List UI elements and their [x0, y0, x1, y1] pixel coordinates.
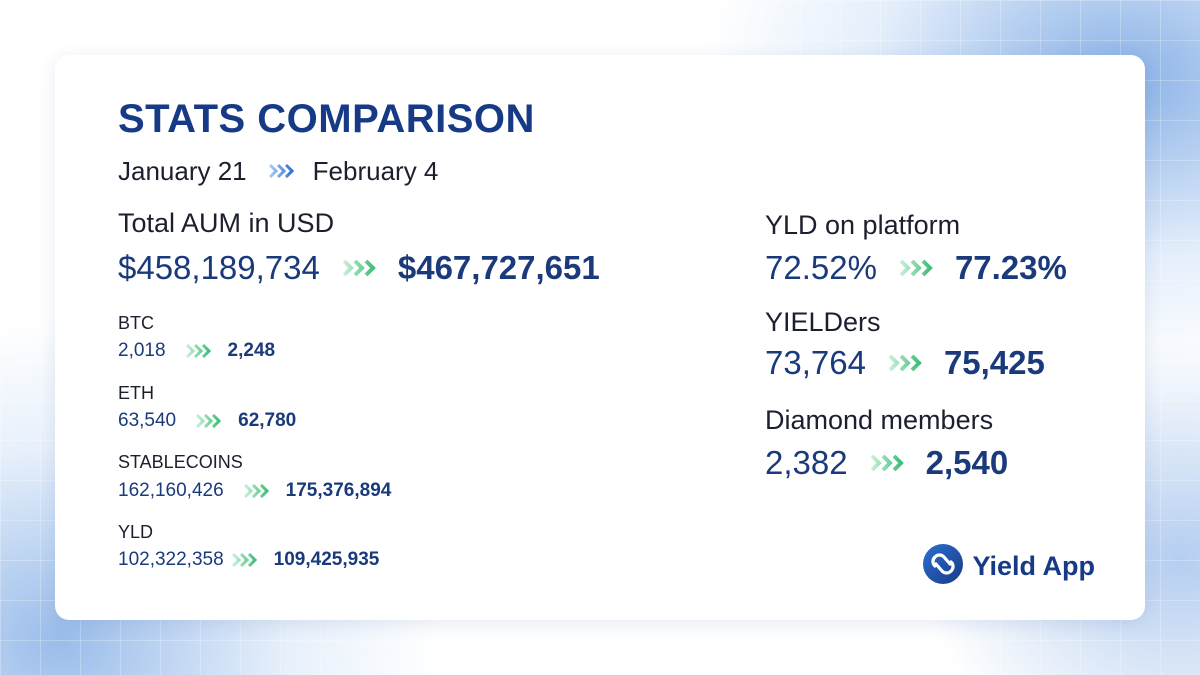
aum-row: $458,189,734 $467,727,651: [118, 247, 600, 289]
asset-to-value: 109,425,935: [273, 549, 380, 570]
stat-to-value: 2,540: [925, 444, 1009, 481]
stat-from-value: 72.52%: [765, 249, 877, 286]
asset-from-value: 102,322,358: [118, 549, 224, 570]
triple-chevron-right-icon: [342, 259, 378, 277]
triple-chevron-right-icon: [899, 259, 935, 277]
triple-chevron-right-icon: [185, 344, 212, 358]
page-title: STATS COMPARISON: [118, 97, 535, 141]
stat-to-value: 77.23%: [954, 249, 1067, 286]
stat-to-value: 75,425: [943, 344, 1045, 381]
aum-to-value: $467,727,651: [397, 249, 600, 286]
aum-label: Total AUM in USD: [118, 208, 335, 238]
stat-row-diamond-members: 2,382 2,540: [765, 442, 1008, 484]
brand-name: Yield App: [972, 551, 1095, 581]
asset-row-stablecoins: 162,160,426 175,376,894: [118, 478, 391, 504]
stat-from-value: 2,382: [765, 444, 848, 481]
stat-row-yielders: 73,764 75,425: [765, 342, 1045, 384]
asset-from-value: 2,018: [118, 340, 166, 361]
brand-logo: Yield App: [922, 543, 1095, 590]
stat-from-value: 73,764: [765, 344, 866, 381]
triple-chevron-right-icon: [268, 164, 295, 178]
triple-chevron-right-icon: [231, 553, 258, 567]
stat-label-yielders: YIELDers: [765, 307, 881, 337]
asset-from-value: 63,540: [118, 410, 177, 431]
yield-app-logo-icon: [922, 543, 964, 590]
asset-from-value: 162,160,426: [118, 480, 224, 501]
asset-to-value: 2,248: [227, 340, 276, 361]
asset-label-eth: ETH: [118, 383, 154, 403]
asset-to-value: 62,780: [238, 410, 297, 431]
stats-card: STATS COMPARISON January 21 February 4 T…: [55, 55, 1145, 620]
triple-chevron-right-icon: [196, 414, 222, 428]
asset-label-stablecoins: STABLECOINS: [118, 452, 243, 472]
aum-from-value: $458,189,734: [118, 249, 320, 286]
stat-label-diamond-members: Diamond members: [765, 405, 994, 435]
triple-chevron-right-icon: [870, 454, 906, 472]
date-from: January 21: [118, 155, 247, 186]
asset-row-yld: 102,322,358 109,425,935: [118, 547, 379, 573]
asset-row-btc: 2,018 2,248: [118, 338, 275, 364]
asset-label-yld: YLD: [118, 522, 154, 542]
stat-label-yld-on-platform: YLD on platform: [765, 210, 961, 240]
date-range: January 21 February 4: [118, 155, 438, 187]
triple-chevron-right-icon: [243, 484, 270, 498]
asset-row-eth: 63,540 62,780: [118, 408, 296, 434]
asset-to-value: 175,376,894: [285, 480, 392, 501]
stat-row-yld-on-platform: 72.52% 77.23%: [765, 247, 1067, 289]
asset-label-btc: BTC: [118, 313, 154, 333]
date-to: February 4: [312, 155, 439, 186]
triple-chevron-right-icon: [888, 354, 924, 372]
